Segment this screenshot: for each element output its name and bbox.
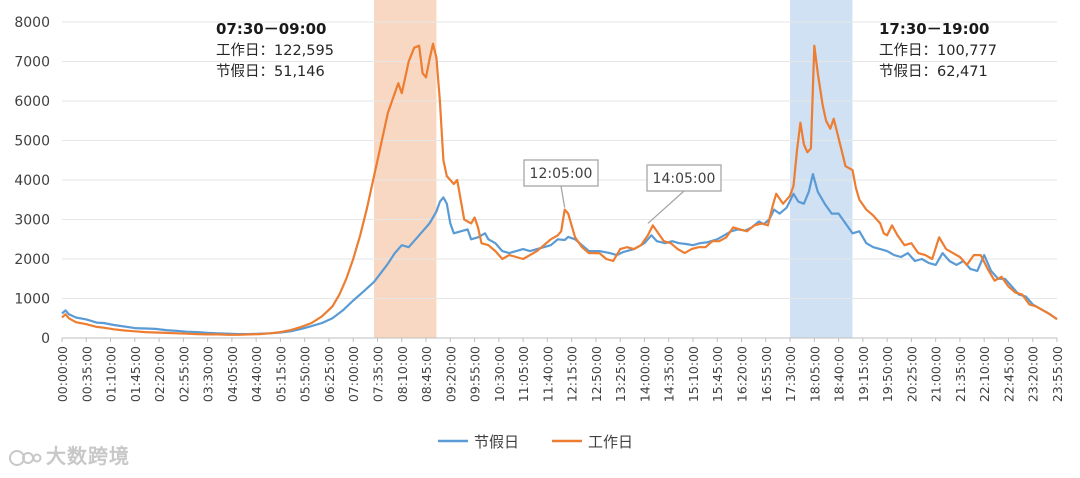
annotation-title: 07:30－09:00 xyxy=(216,20,327,38)
x-tick-label: 23:20:00 xyxy=(1026,346,1041,402)
y-tick-label: 0 xyxy=(41,331,50,347)
x-tick-label: 15:45:00 xyxy=(710,346,725,402)
x-tick-label: 04:05:00 xyxy=(225,346,240,402)
annotation-holiday: 节假日：51,146 xyxy=(216,63,325,80)
annotation-morning: 07:30－09:00 工作日：122,595 节假日：51,146 xyxy=(216,20,334,80)
x-tick-label: 19:15:00 xyxy=(856,346,871,402)
x-tick-label: 06:25:00 xyxy=(322,346,337,402)
annotation-title: 17:30－19:00 xyxy=(879,20,990,38)
x-tick-label: 21:00:00 xyxy=(929,346,944,402)
callout-label: 12:05:00 xyxy=(530,166,593,182)
x-tick-label: 01:10:00 xyxy=(104,346,119,402)
x-tick-label: 00:00:00 xyxy=(55,346,70,402)
x-tick-label: 20:25:00 xyxy=(904,346,919,402)
callout-leader xyxy=(647,190,685,224)
watermark: 大数跨境 xyxy=(8,440,130,469)
x-tick-label: 07:35:00 xyxy=(370,346,385,402)
y-tick-label: 4000 xyxy=(14,173,50,189)
x-tick-label: 12:15:00 xyxy=(565,346,580,402)
x-tick-label: 08:10:00 xyxy=(395,346,410,402)
x-tick-label: 16:55:00 xyxy=(759,346,774,402)
y-tick-label: 5000 xyxy=(14,134,50,150)
x-tick-label: 16:20:00 xyxy=(735,346,750,402)
x-tick-label: 14:00:00 xyxy=(637,346,652,402)
x-tick-label: 02:20:00 xyxy=(152,346,167,402)
annotation-evening: 17:30－19:00 工作日：100,777 节假日：62,471 xyxy=(879,20,997,80)
callout-label: 14:05:00 xyxy=(653,171,716,187)
callout-box xyxy=(523,159,599,187)
x-tick-label: 23:55:00 xyxy=(1050,346,1065,402)
x-tick-label: 03:30:00 xyxy=(201,346,216,402)
logo-icon xyxy=(8,447,42,469)
x-tick-label: 15:10:00 xyxy=(686,346,701,402)
x-tick-label: 21:35:00 xyxy=(953,346,968,402)
x-tick-label: 12:50:00 xyxy=(589,346,604,402)
x-tick-label: 00:35:00 xyxy=(79,346,94,402)
x-tick-label: 22:10:00 xyxy=(977,346,992,402)
x-tick-label: 18:40:00 xyxy=(832,346,847,402)
callout-leader xyxy=(560,185,566,208)
highlight-band-1 xyxy=(790,0,853,338)
y-tick-label: 6000 xyxy=(14,94,50,110)
legend-label-0: 节假日 xyxy=(474,433,519,451)
legend-label-1: 工作日 xyxy=(588,433,633,451)
x-tick-label: 19:50:00 xyxy=(880,346,895,402)
series-line-workday xyxy=(61,42,1058,336)
highlight-band-0 xyxy=(374,0,437,338)
y-tick-label: 1000 xyxy=(14,292,50,308)
y-tick-label: 2000 xyxy=(14,252,50,268)
x-tick-label: 08:45:00 xyxy=(419,346,434,402)
annotation-workday: 工作日：122,595 xyxy=(216,42,334,59)
watermark-text: 大数跨境 xyxy=(46,444,130,468)
x-tick-label: 07:00:00 xyxy=(346,346,361,402)
x-tick-label: 10:30:00 xyxy=(492,346,507,402)
annotation-holiday: 节假日：62,471 xyxy=(879,63,988,80)
x-tick-label: 09:55:00 xyxy=(468,346,483,402)
annotation-workday: 工作日：100,777 xyxy=(879,42,997,59)
x-tick-label: 14:35:00 xyxy=(662,346,677,402)
x-tick-label: 04:40:00 xyxy=(249,346,264,402)
x-tick-label: 22:45:00 xyxy=(1001,346,1016,402)
x-tick-label: 13:25:00 xyxy=(613,346,628,402)
x-tick-label: 05:15:00 xyxy=(273,346,288,402)
series-line-holiday xyxy=(61,173,1058,336)
x-tick-label: 09:20:00 xyxy=(443,346,458,402)
x-tick-label: 11:05:00 xyxy=(516,346,531,402)
x-tick-label: 01:45:00 xyxy=(128,346,143,402)
x-tick-label: 02:55:00 xyxy=(176,346,191,402)
x-tick-label: 17:30:00 xyxy=(783,346,798,402)
y-tick-label: 8000 xyxy=(14,15,50,31)
x-tick-label: 05:50:00 xyxy=(298,346,313,402)
x-tick-label: 11:40:00 xyxy=(540,346,555,402)
callout-box xyxy=(646,164,722,192)
y-tick-label: 3000 xyxy=(14,213,50,229)
y-tick-label: 7000 xyxy=(14,55,50,71)
x-tick-label: 18:05:00 xyxy=(807,346,822,402)
